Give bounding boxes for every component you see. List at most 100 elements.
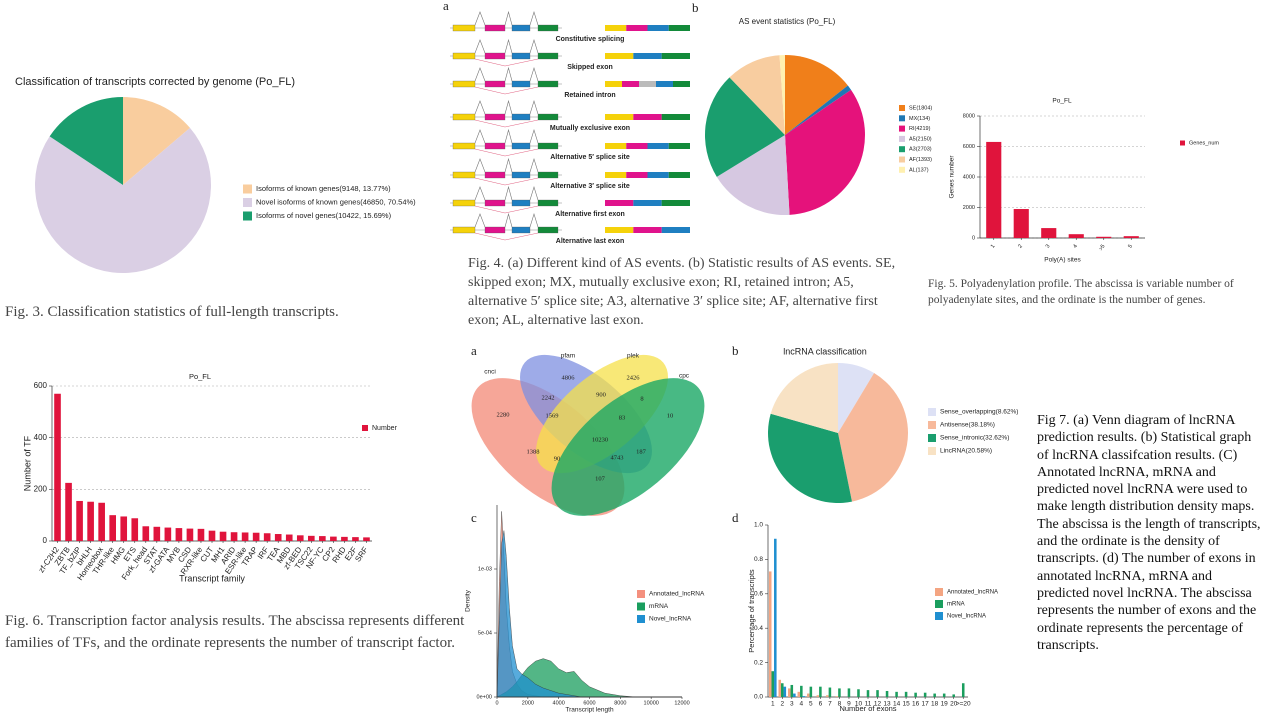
legend-label: Novel_lncRNA [649, 616, 692, 623]
exon [484, 226, 506, 234]
panel-label: b [692, 0, 699, 15]
legend-swatch [899, 166, 905, 173]
splice-caret [529, 10, 539, 26]
legend-swatch [1180, 140, 1185, 146]
y-tick-label: 1e-03 [478, 566, 492, 572]
x-axis-label: Number of exons [839, 704, 896, 713]
transcript-exon [605, 25, 627, 31]
y-tick-label: 600 [34, 381, 48, 390]
x-tick-label: 2000 [522, 700, 534, 706]
pie-slice [779, 55, 785, 135]
x-tick-label: 2 [1017, 244, 1024, 250]
bar [54, 393, 61, 541]
exon [537, 199, 559, 207]
bar [778, 679, 782, 697]
transcript-exon [605, 227, 634, 233]
x-tick-label: 6 [819, 701, 823, 708]
panel-label: c [471, 510, 477, 525]
bar [197, 528, 205, 541]
bar [933, 693, 936, 697]
legend-swatch [899, 156, 905, 163]
venn-count: 2426 [627, 374, 641, 381]
bar [1041, 228, 1057, 238]
venn-count: 10 [667, 412, 674, 419]
exon [537, 52, 559, 60]
transcript-exon [668, 172, 690, 178]
venn-set-label: cnci [484, 369, 496, 376]
transcript-exon [605, 81, 622, 87]
x-tick-label: 5 [809, 701, 813, 708]
venn-count: 1569 [546, 412, 559, 419]
splice-caret [474, 11, 486, 26]
x-tick-label: 15 [902, 701, 910, 708]
splice-caret [504, 99, 513, 115]
bar [241, 532, 249, 541]
splice-caret [474, 177, 539, 186]
x-tick-label: SRF [353, 545, 370, 563]
legend-label: RI(4219) [909, 126, 931, 132]
transcript-exon [622, 81, 639, 87]
splice-caret [529, 157, 539, 173]
bar [828, 687, 832, 697]
legend-label: SE(1804) [909, 105, 932, 111]
legend-swatch [928, 408, 936, 416]
pie-slice [705, 77, 785, 177]
venn-count: 2242 [542, 394, 555, 401]
pie-slice [838, 373, 908, 502]
legend-label: Isoforms of known genes(9148, 13.77%) [256, 184, 391, 193]
splice-caret [474, 119, 539, 128]
x-axis-label: Transcript length [565, 707, 614, 713]
bar [793, 693, 796, 697]
legend-swatch [899, 125, 905, 132]
exon [511, 24, 531, 32]
bar [87, 501, 94, 541]
exon [452, 199, 476, 207]
pie-slice [123, 97, 190, 185]
bar [1013, 209, 1029, 238]
bar [857, 689, 860, 697]
exon [537, 113, 559, 121]
bar [352, 537, 359, 541]
legend-label: AL(137) [909, 167, 929, 173]
legend-label: Isoforms of novel genes(10422, 15.69%) [256, 211, 392, 220]
x-tick-label: 10 [855, 701, 863, 708]
legend-swatch [637, 602, 645, 611]
transcript-exon [647, 25, 669, 31]
exon [452, 113, 476, 121]
venn-count: 187 [636, 448, 647, 455]
splice-caret [474, 213, 486, 228]
x-tick-label: 9 [847, 701, 851, 708]
exon [484, 52, 506, 60]
transcript-exon [633, 227, 662, 233]
y-tick-label: 8000 [963, 113, 975, 119]
bar [771, 671, 775, 697]
pie-slice [770, 363, 838, 433]
splice-caret [474, 158, 486, 173]
x-tick-label: 17 [922, 701, 930, 708]
x-tick-label: 0 [495, 700, 498, 706]
y-tick-label: 0.4 [754, 625, 763, 632]
exon [511, 113, 531, 121]
panel-label: d [732, 510, 739, 525]
bar [274, 534, 282, 541]
splice-caret [474, 129, 486, 144]
x-tick-label: 5 [1127, 244, 1134, 250]
bar [809, 686, 813, 697]
y-axis-label: Number of TF [22, 435, 32, 491]
diagram-label: Mutually exclusive exon [550, 125, 630, 132]
transcript-exon [661, 227, 690, 233]
bar [802, 696, 806, 697]
chart-title: lncRNA classification [783, 346, 867, 356]
legend-label: Antisense(38.18%) [940, 422, 995, 429]
transcript-exon [639, 81, 656, 87]
bar [866, 690, 870, 697]
bar [961, 683, 965, 697]
y-tick-label: 0.2 [754, 659, 763, 666]
venn-count: 2280 [497, 411, 510, 418]
transcript-exon [626, 172, 648, 178]
pie-slice [729, 55, 785, 135]
venn-set-label: pfam [561, 353, 575, 360]
bar [835, 696, 839, 697]
transcript-exon [633, 114, 662, 120]
